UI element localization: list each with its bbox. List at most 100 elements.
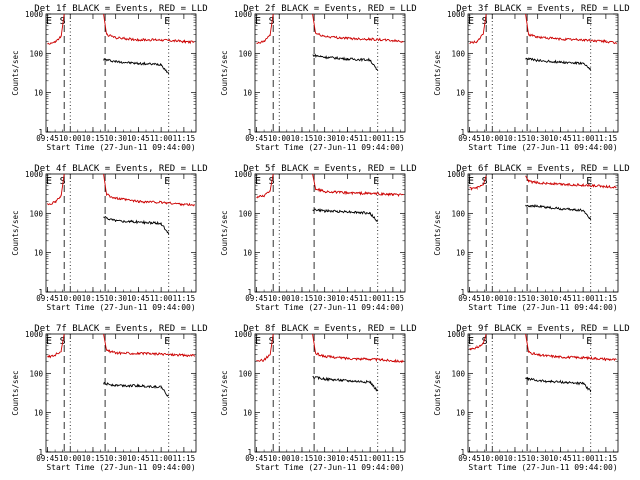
y-axis-label: Counts/sec [220,50,229,95]
chart-panel-5: Det 5f BLACK = Events, RED = LLD 1 10 100 10… [220,164,417,312]
event-marker-label: E [46,336,52,347]
event-marker-label: E [164,336,170,347]
y-tick-label: 1 [247,288,252,297]
x-tick-label: 09:45 [458,294,481,303]
x-tick-label: 11:15 [595,134,618,143]
x-tick-label: 09:45 [36,294,59,303]
lld-series-line [256,334,404,364]
x-tick-label: 10:45 [127,454,150,463]
x-tick-label: 10:15 [504,454,527,463]
event-marker-label: E [586,16,592,27]
event-marker-label: S [60,176,66,187]
y-tick-label: 1 [460,128,465,137]
x-tick-label: 10:30 [526,134,549,143]
x-axis-label: Start Time (27-Jun-11 09:44:00) [46,463,195,472]
x-tick-label: 10:30 [526,294,549,303]
events-series-line [525,203,592,220]
lld-series-line [47,174,195,207]
event-marker-label: S [482,336,488,347]
x-axis-label: Start Time (27-Jun-11 09:44:00) [46,303,195,312]
y-tick-label: 10 [243,409,253,418]
y-tick-label: 1000 [234,330,253,339]
plot-frame [45,333,197,453]
event-marker-label: E [468,16,474,27]
x-tick-label: 10:30 [104,294,127,303]
x-tick-label: 10:15 [504,134,527,143]
x-tick-label: 10:30 [104,134,127,143]
x-tick-label: 10:30 [526,454,549,463]
event-marker-label: E [46,176,52,187]
y-axis-label: Counts/sec [433,370,442,415]
chart-title: Det 7f BLACK = Events, RED = LLD [34,324,207,334]
y-tick-label: 10 [34,89,44,98]
plot-frame [254,333,406,453]
x-tick-label: 11:15 [595,454,618,463]
y-tick-label: 10 [456,409,466,418]
chart-title: Det 1f BLACK = Events, RED = LLD [34,4,207,14]
x-tick-label: 11:00 [572,294,595,303]
x-tick-label: 11:15 [382,454,405,463]
y-tick-label: 1 [460,448,465,457]
x-tick-label: 11:00 [359,454,382,463]
y-axis-label: Counts/sec [220,210,229,255]
y-axis-label: Counts/sec [11,370,20,415]
y-tick-label: 1000 [447,330,466,339]
x-axis-label: Start Time (27-Jun-11 09:44:00) [255,303,404,312]
x-tick-label: 10:45 [127,134,150,143]
chart-title: Det 2f BLACK = Events, RED = LLD [243,4,416,14]
y-axis-label: Counts/sec [11,210,20,255]
x-tick-label: 10:00 [268,134,291,143]
x-tick-label: 10:00 [59,134,82,143]
event-marker-label: E [164,176,170,187]
x-tick-label: 11:00 [572,134,595,143]
x-axis-label: Start Time (27-Jun-11 09:44:00) [468,463,617,472]
event-marker-label: E [46,16,52,27]
plot-frame [467,173,619,293]
events-series-line [312,53,379,71]
events-series-line [525,57,592,71]
x-tick-label: 10:15 [291,454,314,463]
x-tick-label: 10:15 [82,294,105,303]
x-tick-label: 11:00 [150,134,173,143]
x-tick-label: 11:00 [572,454,595,463]
x-tick-label: 10:00 [481,294,504,303]
chart-title: Det 9f BLACK = Events, RED = LLD [456,324,629,334]
x-tick-label: 10:00 [481,454,504,463]
chart-title: Det 4f BLACK = Events, RED = LLD [34,164,207,174]
y-axis-label: Counts/sec [433,50,442,95]
chart-panel-1: Det 1f BLACK = Events, RED = LLD 1 10 100 10… [11,4,208,152]
chart-panel-3: Det 3f BLACK = Events, RED = LLD 1 10 100 10… [433,4,630,152]
y-tick-label: 1 [460,288,465,297]
plot-frame [467,13,619,133]
plot-frame [254,173,406,293]
x-tick-label: 10:30 [104,454,127,463]
x-tick-label: 10:30 [313,454,336,463]
x-tick-label: 09:45 [458,134,481,143]
chart-panel-9: Det 9f BLACK = Events, RED = LLD 1 10 100 10… [433,324,630,472]
y-tick-label: 1 [38,128,43,137]
x-tick-label: 10:00 [59,294,82,303]
chart-panel-4: Det 4f BLACK = Events, RED = LLD 1 10 100 10… [11,164,208,312]
chart-panel-8: Det 8f BLACK = Events, RED = LLD 1 10 100 10… [220,324,417,472]
x-tick-label: 10:00 [268,294,291,303]
x-tick-label: 11:00 [150,454,173,463]
events-series-line [525,376,592,393]
y-tick-label: 1000 [447,170,466,179]
y-tick-label: 100 [238,209,252,218]
y-tick-label: 10 [243,249,253,258]
x-tick-label: 10:45 [336,294,359,303]
x-tick-label: 10:15 [291,134,314,143]
y-tick-label: 1 [247,448,252,457]
x-tick-label: 10:15 [82,454,105,463]
events-series-line [312,375,379,392]
x-tick-label: 11:15 [595,294,618,303]
x-tick-label: 11:00 [359,294,382,303]
x-axis-label: Start Time (27-Jun-11 09:44:00) [255,143,404,152]
y-tick-label: 100 [29,369,43,378]
lld-series-line [47,334,195,359]
x-tick-label: 11:15 [382,294,405,303]
plot-frame [254,13,406,133]
x-tick-label: 11:15 [173,454,196,463]
y-tick-label: 1000 [25,170,44,179]
event-marker-label: E [468,176,474,187]
